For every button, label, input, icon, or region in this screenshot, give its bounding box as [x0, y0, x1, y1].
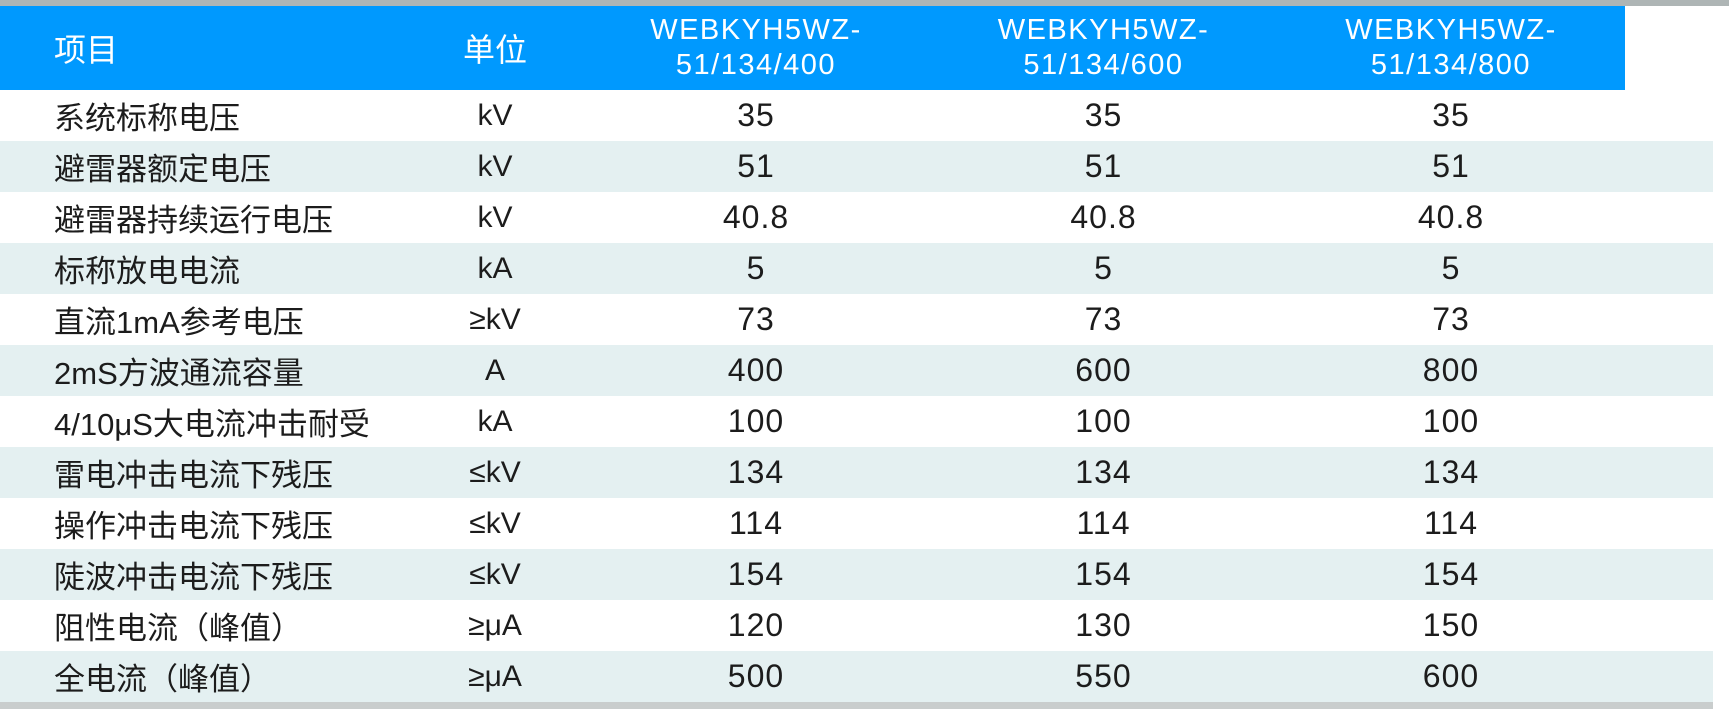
- value-cell: 150: [1277, 600, 1625, 651]
- value-cell: 73: [1277, 294, 1625, 345]
- value-cell: 130: [930, 600, 1277, 651]
- value-cell: 114: [582, 498, 930, 549]
- value-cell: 120: [582, 600, 930, 651]
- item-cell: 系统标称电压: [0, 90, 408, 141]
- model-name-line1: WEBKYH5WZ-: [650, 13, 862, 46]
- unit-cell: ≥μA: [408, 600, 582, 651]
- item-cell: 避雷器额定电压: [0, 141, 408, 192]
- spacer-cell: [1625, 345, 1713, 396]
- value-cell: 550: [930, 651, 1277, 702]
- value-cell: 100: [1277, 396, 1625, 447]
- spacer-cell: [1625, 243, 1713, 294]
- table-row: 操作冲击电流下残压 ≤kV 114 114 114: [0, 498, 1713, 549]
- spacer-cell: [1625, 141, 1713, 192]
- unit-cell: ≤kV: [408, 549, 582, 600]
- spacer-cell: [1625, 90, 1713, 141]
- table-row: 2mS方波通流容量 A 400 600 800: [0, 345, 1713, 396]
- table-header-row: 项目 单位 WEBKYH5WZ- 51/134/400 WEBKYH5WZ- 51/134…: [0, 6, 1713, 90]
- spacer-cell: [1625, 549, 1713, 600]
- value-cell: 600: [1277, 651, 1625, 702]
- value-cell: 134: [1277, 447, 1625, 498]
- value-cell: 114: [930, 498, 1277, 549]
- value-cell: 40.8: [930, 192, 1277, 243]
- value-cell: 500: [582, 651, 930, 702]
- unit-cell: ≤kV: [408, 447, 582, 498]
- item-cell: 标称放电电流: [0, 243, 408, 294]
- unit-cell: ≥μA: [408, 651, 582, 702]
- value-cell: 51: [1277, 141, 1625, 192]
- value-cell: 51: [582, 141, 930, 192]
- column-header-unit: 单位: [408, 6, 582, 90]
- value-cell: 134: [930, 447, 1277, 498]
- value-cell: 35: [1277, 90, 1625, 141]
- item-cell: 陡波冲击电流下残压: [0, 549, 408, 600]
- item-cell: 避雷器持续运行电压: [0, 192, 408, 243]
- table-row: 陡波冲击电流下残压 ≤kV 154 154 154: [0, 549, 1713, 600]
- value-cell: 35: [582, 90, 930, 141]
- item-cell: 2mS方波通流容量: [0, 345, 408, 396]
- value-cell: 73: [582, 294, 930, 345]
- unit-cell: kA: [408, 243, 582, 294]
- item-cell: 直流1mA参考电压: [0, 294, 408, 345]
- table-row: 标称放电电流 kA 5 5 5: [0, 243, 1713, 294]
- item-cell: 全电流（峰值）: [0, 651, 408, 702]
- value-cell: 5: [1277, 243, 1625, 294]
- table-row: 避雷器持续运行电压 kV 40.8 40.8 40.8: [0, 192, 1713, 243]
- unit-cell: ≤kV: [408, 498, 582, 549]
- unit-cell: kV: [408, 192, 582, 243]
- unit-cell: ≥kV: [408, 294, 582, 345]
- spacer-cell: [1625, 396, 1713, 447]
- bottom-border: [0, 702, 1713, 709]
- spacer-cell: [1625, 651, 1713, 702]
- value-cell: 73: [930, 294, 1277, 345]
- value-cell: 114: [1277, 498, 1625, 549]
- table-row: 阻性电流（峰值） ≥μA 120 130 150: [0, 600, 1713, 651]
- unit-cell: kV: [408, 141, 582, 192]
- item-cell: 操作冲击电流下残压: [0, 498, 408, 549]
- model-name-line2: 51/134/400: [675, 49, 837, 81]
- value-cell: 40.8: [582, 192, 930, 243]
- unit-cell: kV: [408, 90, 582, 141]
- column-header-model: WEBKYH5WZ- 51/134/400: [582, 6, 930, 90]
- value-cell: 800: [1277, 345, 1625, 396]
- value-cell: 35: [930, 90, 1277, 141]
- model-name-line2: 51/134/800: [1370, 49, 1532, 81]
- table-row: 4/10μS大电流冲击耐受 kA 100 100 100: [0, 396, 1713, 447]
- model-name-line2: 51/134/600: [1023, 49, 1184, 81]
- spacer-cell: [1625, 447, 1713, 498]
- table-row: 全电流（峰值） ≥μA 500 550 600: [0, 651, 1713, 702]
- value-cell: 100: [582, 396, 930, 447]
- value-cell: 134: [582, 447, 930, 498]
- unit-cell: kA: [408, 396, 582, 447]
- table-row: 系统标称电压 kV 35 35 35: [0, 90, 1713, 141]
- item-cell: 4/10μS大电流冲击耐受: [0, 396, 408, 447]
- table-row: 直流1mA参考电压 ≥kV 73 73 73: [0, 294, 1713, 345]
- value-cell: 154: [582, 549, 930, 600]
- spacer-cell: [1625, 294, 1713, 345]
- model-name-line1: WEBKYH5WZ-: [997, 13, 1210, 46]
- column-header-model: WEBKYH5WZ- 51/134/600: [930, 6, 1277, 90]
- value-cell: 100: [930, 396, 1277, 447]
- spacer-cell: [1625, 192, 1713, 243]
- value-cell: 600: [930, 345, 1277, 396]
- value-cell: 5: [582, 243, 930, 294]
- top-border: [0, 0, 1729, 6]
- value-cell: 40.8: [1277, 192, 1625, 243]
- spacer-cell: [1625, 600, 1713, 651]
- value-cell: 400: [582, 345, 930, 396]
- value-cell: 51: [930, 141, 1277, 192]
- item-cell: 雷电冲击电流下残压: [0, 447, 408, 498]
- item-cell: 阻性电流（峰值）: [0, 600, 408, 651]
- column-header-item: 项目: [0, 6, 408, 90]
- spec-table: 项目 单位 WEBKYH5WZ- 51/134/400 WEBKYH5WZ- 51/134…: [0, 6, 1713, 702]
- value-cell: 154: [930, 549, 1277, 600]
- unit-cell: A: [408, 345, 582, 396]
- table-row: 雷电冲击电流下残压 ≤kV 134 134 134: [0, 447, 1713, 498]
- value-cell: 154: [1277, 549, 1625, 600]
- value-cell: 5: [930, 243, 1277, 294]
- table-row: 避雷器额定电压 kV 51 51 51: [0, 141, 1713, 192]
- spacer-cell: [1625, 498, 1713, 549]
- model-name-line1: WEBKYH5WZ-: [1345, 13, 1557, 46]
- column-header-model: WEBKYH5WZ- 51/134/800: [1277, 6, 1625, 90]
